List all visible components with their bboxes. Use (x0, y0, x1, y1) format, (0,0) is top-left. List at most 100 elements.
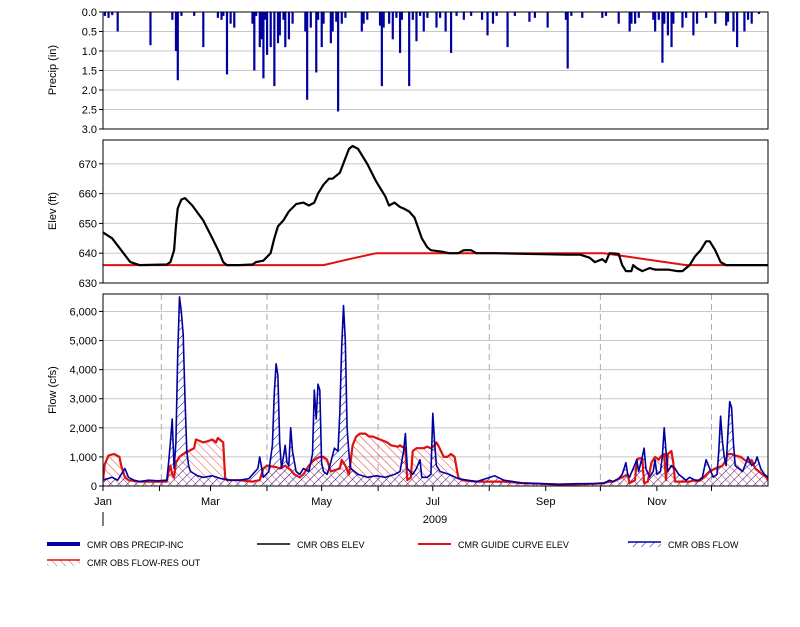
precip-bar (566, 12, 569, 69)
precip-y-tick-label: 0.5 (82, 27, 97, 39)
precip-bar (757, 12, 761, 14)
precip-bar (654, 12, 657, 32)
flow-x-tick-label: Nov (647, 496, 667, 508)
legend: CMR OBS PRECIP-INC CMR OBS ELEV CMR GUID… (47, 540, 739, 568)
elev-panel: 630 640 650 660 670 Elev (ft) (47, 139, 769, 290)
flow-y-tick-label: 1,000 (69, 452, 97, 464)
flow-res-out-line (103, 432, 768, 486)
elev-y-tick-label: 650 (79, 218, 97, 230)
flow-x-tick-label: Sep (536, 496, 556, 508)
precip-bar (506, 12, 509, 48)
precip-bar (111, 12, 114, 16)
elev-y-axis-label: Elev (ft) (47, 192, 59, 230)
precip-bar (220, 12, 223, 20)
precip-bar (287, 12, 291, 40)
precip-bar (444, 12, 447, 32)
precip-bar (282, 12, 285, 20)
flow-panel: 0 1,000 2,000 3,000 4,000 5,000 6,000 Jan Mar Ma… (47, 293, 769, 526)
precip-bar (495, 12, 498, 16)
elev-y-tick-label: 640 (79, 248, 97, 260)
precip-bar (422, 12, 425, 32)
precip-bar (630, 12, 633, 24)
precip-bar (360, 12, 363, 32)
precip-bar (663, 12, 666, 24)
precip-bar (380, 12, 383, 87)
precip-bar (637, 12, 640, 18)
precip-bar (746, 12, 750, 20)
precip-bar (743, 12, 746, 32)
legend-item-guide-curve: CMR GUIDE CURVE ELEV (418, 540, 569, 550)
elev-y-tick-label: 660 (79, 189, 97, 201)
elev-lines (103, 144, 768, 273)
flow-x-tick-label: May (311, 496, 332, 508)
precip-bar (581, 12, 584, 18)
precip-bar (411, 12, 414, 20)
precip-bar (533, 12, 536, 18)
precip-bar (304, 12, 307, 32)
flow-y-tick-label: 4,000 (69, 365, 97, 377)
flow-areas (103, 296, 768, 486)
legend-swatch-res-out (47, 560, 80, 566)
precip-bar (634, 12, 637, 24)
precip-bar (320, 12, 323, 48)
precip-bar (736, 12, 739, 48)
precip-bar (652, 12, 655, 20)
precip-bar (666, 12, 669, 36)
precip-bar (315, 12, 318, 73)
precip-bar (513, 12, 516, 16)
elev-plot-frame (102, 139, 769, 284)
flow-obs-line (103, 296, 768, 486)
precip-bar (273, 12, 276, 87)
flow-y-tick-label: 2,000 (69, 423, 97, 435)
precip-bar (149, 12, 152, 46)
precip-bar (316, 12, 320, 20)
precip-bar (528, 12, 531, 22)
elev-y-tick-label: 670 (79, 159, 97, 171)
precip-bar (564, 12, 567, 20)
precip-bar (291, 12, 294, 24)
precip-bar (222, 12, 225, 16)
precip-bar (486, 12, 489, 36)
precip-bar (470, 12, 473, 16)
precip-bar (265, 12, 269, 55)
precip-bar (216, 12, 219, 18)
flow-y-axis-label: Flow (cfs) (47, 366, 59, 414)
precip-bar (439, 12, 442, 18)
precip-bar (258, 12, 261, 48)
precip-bar (415, 12, 418, 42)
flow-x-tick-label: Jan (94, 496, 112, 508)
precip-bar (264, 12, 267, 20)
precip-bar (331, 12, 334, 32)
precip-bar (174, 12, 178, 51)
precip-bar (398, 12, 402, 53)
precip-bar (617, 12, 620, 24)
legend-label-res-out: CMR OBS FLOW-RES OUT (87, 558, 201, 568)
elev-y-tick-label: 630 (79, 278, 97, 290)
precip-bar (657, 12, 660, 20)
precip-bar (435, 12, 438, 28)
precip-bar (344, 12, 347, 18)
legend-label-guide-curve: CMR GUIDE CURVE ELEV (458, 540, 569, 550)
precip-bar (695, 12, 699, 24)
legend-item-res-out: CMR OBS FLOW-RES OUT (47, 558, 201, 568)
precip-bar (176, 12, 179, 81)
precip-bar (408, 12, 411, 87)
precip-bar (692, 12, 695, 36)
precip-bar (329, 12, 332, 44)
legend-item-elev: CMR OBS ELEV (257, 540, 365, 550)
elev-obs-line (103, 144, 768, 273)
precip-panel: 0.0 0.5 1.0 1.5 2.0 2.5 3.0 Precip (in) (47, 7, 769, 136)
precip-bar (750, 12, 753, 24)
flow-x-tick-label: Mar (201, 496, 220, 508)
precip-bar (378, 12, 382, 26)
precip-bar (546, 12, 549, 28)
precip-bar (462, 12, 465, 20)
precip-bar (705, 12, 708, 18)
legend-label-precip: CMR OBS PRECIP-INC (87, 540, 184, 550)
precip-bar (103, 12, 107, 16)
precip-y-tick-label: 3.0 (82, 124, 97, 136)
legend-swatch-flow (628, 542, 661, 547)
precip-bar (335, 12, 338, 22)
precip-bar (726, 12, 730, 22)
